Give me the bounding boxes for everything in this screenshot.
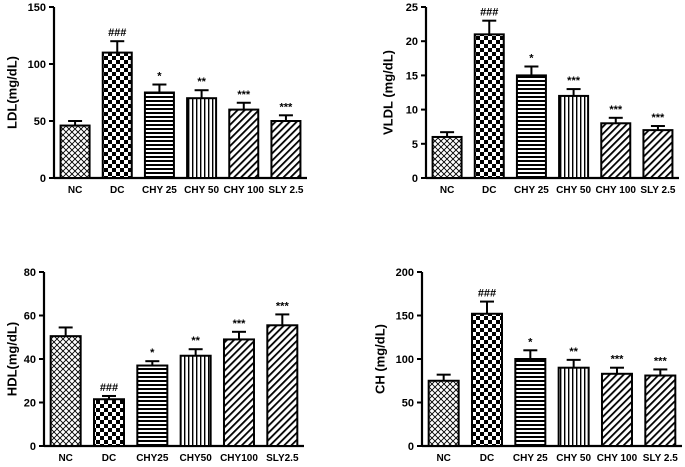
bar-sly-2.5 xyxy=(642,129,674,179)
bar-chy100 xyxy=(222,338,255,447)
y-tick-label: 60 xyxy=(24,311,36,323)
x-tick-label: DC xyxy=(482,185,496,196)
bar-chy25 xyxy=(136,364,169,447)
bar-dc xyxy=(92,398,125,447)
y-tick-label: 40 xyxy=(24,354,36,366)
significance-label: ** xyxy=(569,346,578,358)
chart-panel-1: 0 50 100 150 LDL(mg/dL) NC ### DC * CHY 25 ** CHY 5… xyxy=(5,2,307,196)
y-tick-label: 10 xyxy=(406,105,418,117)
bar-sly-2.5 xyxy=(270,120,302,179)
x-tick-label: DC xyxy=(102,453,116,464)
x-tick-label: CHY 25 xyxy=(514,185,549,196)
x-tick-label: CHY 100 xyxy=(596,185,637,196)
significance-label: ### xyxy=(480,7,498,19)
y-tick-label: 5 xyxy=(412,139,418,151)
bar-chy-25 xyxy=(515,74,547,179)
bar-chy-100 xyxy=(600,372,633,448)
significance-label: * xyxy=(528,336,533,348)
chart-panel-3: 0 20 40 60 80 HDL(mg/dL) NC ### DC * CHY25 ** CHY50 *… xyxy=(5,267,304,464)
bar-chy-25 xyxy=(143,91,175,179)
x-tick-label: NC xyxy=(440,185,454,196)
y-tick-label: 20 xyxy=(24,398,36,410)
y-tick-label: 150 xyxy=(28,2,46,14)
y-axis-title: CH (mg/dL) xyxy=(373,324,388,394)
x-tick-label: SLY2.5 xyxy=(266,453,299,464)
significance-label: * xyxy=(157,71,162,83)
bar-nc xyxy=(431,135,463,180)
chart-panel-2: 0 5 10 15 20 25 VLDL (mg/dL) NC ### DC * CHY 25 *** C… xyxy=(381,2,679,196)
significance-label: *** xyxy=(611,354,625,366)
bar-nc xyxy=(49,335,82,448)
y-tick-label: 20 xyxy=(406,36,418,48)
bar-chy-100 xyxy=(600,122,632,179)
bar-chy-100 xyxy=(228,108,260,179)
bar-chy-50 xyxy=(186,97,218,179)
y-tick-label: 0 xyxy=(412,173,418,185)
x-tick-label: CHY25 xyxy=(136,453,169,464)
x-tick-label: CHY50 xyxy=(180,453,213,464)
y-tick-label: 0 xyxy=(40,173,46,185)
y-tick-label: 0 xyxy=(408,441,414,453)
significance-label: ### xyxy=(478,288,496,300)
x-tick-label: SLY 2.5 xyxy=(643,453,678,464)
x-tick-label: CHY 50 xyxy=(556,185,591,196)
x-tick-label: NC xyxy=(68,185,82,196)
significance-label: *** xyxy=(567,75,581,87)
x-tick-label: CHY 50 xyxy=(556,453,591,464)
y-tick-label: 15 xyxy=(406,70,418,82)
x-tick-label: NC xyxy=(58,453,72,464)
bar-chy-50 xyxy=(558,94,590,179)
significance-label: ** xyxy=(191,335,200,347)
y-axis-title: VLDL (mg/dL) xyxy=(381,50,396,135)
significance-label: * xyxy=(150,347,155,359)
y-tick-label: 0 xyxy=(30,441,36,453)
x-tick-label: CHY 100 xyxy=(224,185,265,196)
x-tick-label: CHY 100 xyxy=(597,453,638,464)
bar-dc xyxy=(470,312,503,448)
significance-label: *** xyxy=(280,101,294,113)
bar-dc xyxy=(101,51,133,179)
bar-dc xyxy=(473,33,505,179)
x-tick-label: DC xyxy=(480,453,494,464)
x-tick-label: SLY 2.5 xyxy=(640,185,675,196)
bar-nc xyxy=(427,379,460,447)
y-tick-label: 100 xyxy=(396,354,414,366)
y-tick-label: 80 xyxy=(24,267,36,279)
bar-chy50 xyxy=(179,354,212,447)
significance-label: ### xyxy=(108,27,126,39)
y-axis-title: HDL(mg/dL) xyxy=(5,322,20,396)
significance-label: *** xyxy=(609,104,623,116)
x-tick-label: SLY 2.5 xyxy=(268,185,303,196)
y-axis-title: LDL(mg/dL) xyxy=(5,56,20,129)
significance-label: *** xyxy=(237,89,251,101)
significance-label: ** xyxy=(197,76,206,88)
y-tick-label: 25 xyxy=(406,2,418,14)
significance-label: *** xyxy=(276,300,290,312)
significance-label: *** xyxy=(233,318,247,330)
significance-label: ### xyxy=(100,382,118,394)
x-tick-label: NC xyxy=(436,453,450,464)
y-tick-label: 50 xyxy=(402,398,414,410)
chart-panel-4: 0 50 100 150 200 CH (mg/dL) NC ### DC * CHY 25 ** CH… xyxy=(373,267,682,464)
y-tick-label: 150 xyxy=(396,311,414,323)
significance-label: * xyxy=(529,53,534,65)
x-tick-label: DC xyxy=(110,185,124,196)
bar-nc xyxy=(59,124,91,179)
y-tick-label: 100 xyxy=(28,59,46,71)
bar-sly2.5 xyxy=(266,324,299,448)
x-tick-label: CHY 50 xyxy=(184,185,219,196)
bar-chy-50 xyxy=(557,366,590,448)
y-tick-label: 200 xyxy=(396,267,414,279)
bar-sly-2.5 xyxy=(644,374,677,447)
x-tick-label: CHY 25 xyxy=(142,185,177,196)
x-tick-label: CHY 25 xyxy=(513,453,548,464)
y-tick-label: 50 xyxy=(34,116,46,128)
significance-label: *** xyxy=(654,355,668,367)
bar-chy-25 xyxy=(514,358,547,447)
significance-label: *** xyxy=(652,112,666,124)
x-tick-label: CHY100 xyxy=(220,453,258,464)
